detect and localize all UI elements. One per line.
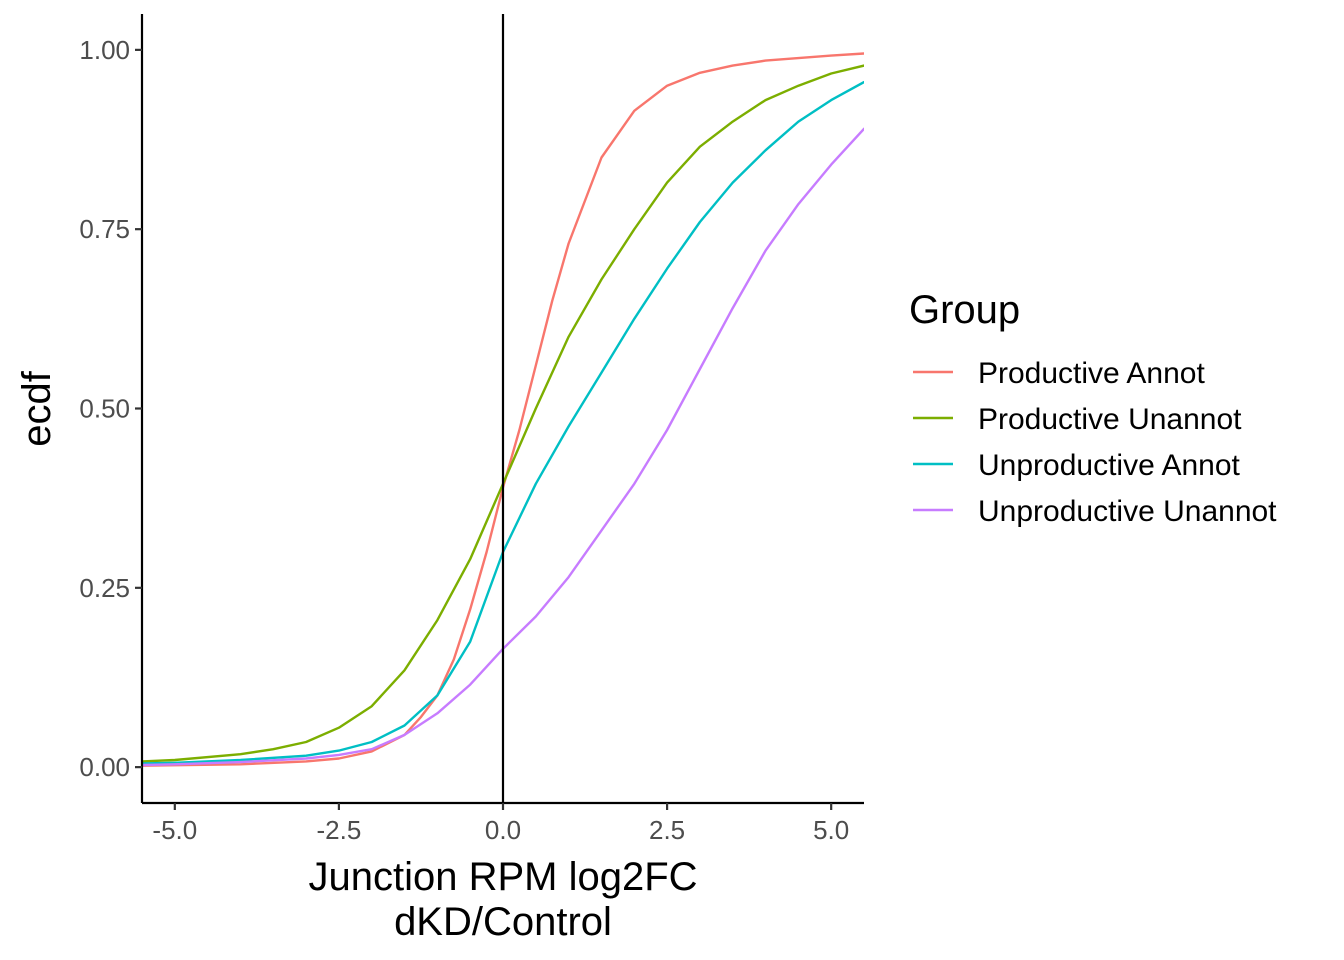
legend: Group Productive Annot Productive Unannot… xyxy=(909,288,1277,528)
y-tick-label: 1.00 xyxy=(79,35,130,65)
x-tick-label: -2.5 xyxy=(317,815,362,845)
series-line-4 xyxy=(142,127,864,767)
x-axis-ticks: -5.0 -2.5 0.0 2.5 5.0 xyxy=(152,803,849,845)
series-line-2 xyxy=(142,64,864,763)
x-axis-title-line2: dKD/Control xyxy=(394,900,612,944)
x-tick-label: 5.0 xyxy=(813,815,849,845)
y-tick-label: 0.00 xyxy=(79,752,130,782)
x-axis-title-line1: Junction RPM log2FC xyxy=(308,855,697,899)
x-tick-label: -5.0 xyxy=(152,815,197,845)
x-tick-label: 0.0 xyxy=(485,815,521,845)
y-axis-title: ecdf xyxy=(15,370,59,446)
legend-items: Productive Annot Productive Unannot Unprod… xyxy=(913,357,1277,528)
y-tick-label: 0.75 xyxy=(79,214,130,244)
legend-label: Unproductive Unannot xyxy=(978,495,1277,528)
y-tick-label: 0.25 xyxy=(79,573,130,603)
series-layer xyxy=(142,52,864,767)
legend-label: Productive Annot xyxy=(978,357,1205,390)
series-line-1 xyxy=(142,52,864,767)
y-tick-label: 0.50 xyxy=(79,394,130,424)
series-line-3 xyxy=(142,80,864,765)
x-tick-label: 2.5 xyxy=(649,815,685,845)
legend-title: Group xyxy=(909,288,1020,332)
legend-label: Productive Unannot xyxy=(978,403,1242,436)
y-axis-ticks: 0.00 0.25 0.50 0.75 1.00 xyxy=(79,35,142,782)
legend-label: Unproductive Annot xyxy=(978,449,1241,482)
